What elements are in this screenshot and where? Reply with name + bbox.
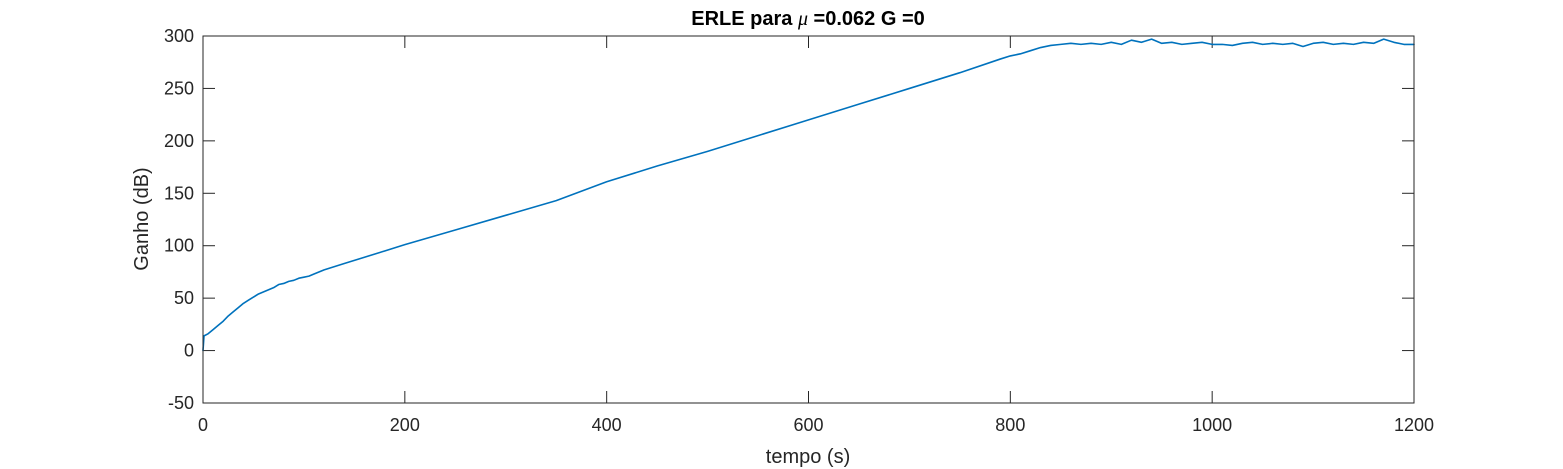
y-tick-label: 50: [174, 288, 194, 308]
y-tick-label: 200: [164, 131, 194, 151]
y-axis-label: Ganho (dB): [131, 167, 153, 270]
series-layer: [202, 38, 1415, 352]
x-tick-label: 200: [390, 415, 420, 435]
y-tick-label: 100: [164, 236, 194, 256]
x-tick-label: 1000: [1192, 415, 1232, 435]
x-tick-label: 600: [793, 415, 823, 435]
x-tick-label: 0: [198, 415, 208, 435]
x-tick-label: 400: [592, 415, 622, 435]
y-tick-label: 300: [164, 26, 194, 46]
chart-title-prefix: ERLE para: [691, 8, 798, 30]
x-tick-label: 800: [995, 415, 1025, 435]
axis-tick-labels: 0 200 400 600 800 1000 1200-500501001502002503…: [164, 26, 1434, 435]
y-tick-label: 150: [164, 183, 194, 203]
chart-title: ERLE para μ =0.062 G =0: [691, 8, 925, 30]
x-axis-label: tempo (s): [766, 446, 850, 468]
y-tick-label: 250: [164, 78, 194, 98]
chart-title-mu-symbol: μ: [797, 8, 808, 30]
chart-title-suffix: =0.062 G =0: [808, 8, 925, 30]
x-tick-label: 1200: [1394, 415, 1434, 435]
plot-area-border: [202, 35, 1415, 404]
series-line: [202, 38, 1415, 352]
y-tick-label: -50: [168, 393, 194, 413]
y-tick-label: 0: [184, 341, 194, 361]
